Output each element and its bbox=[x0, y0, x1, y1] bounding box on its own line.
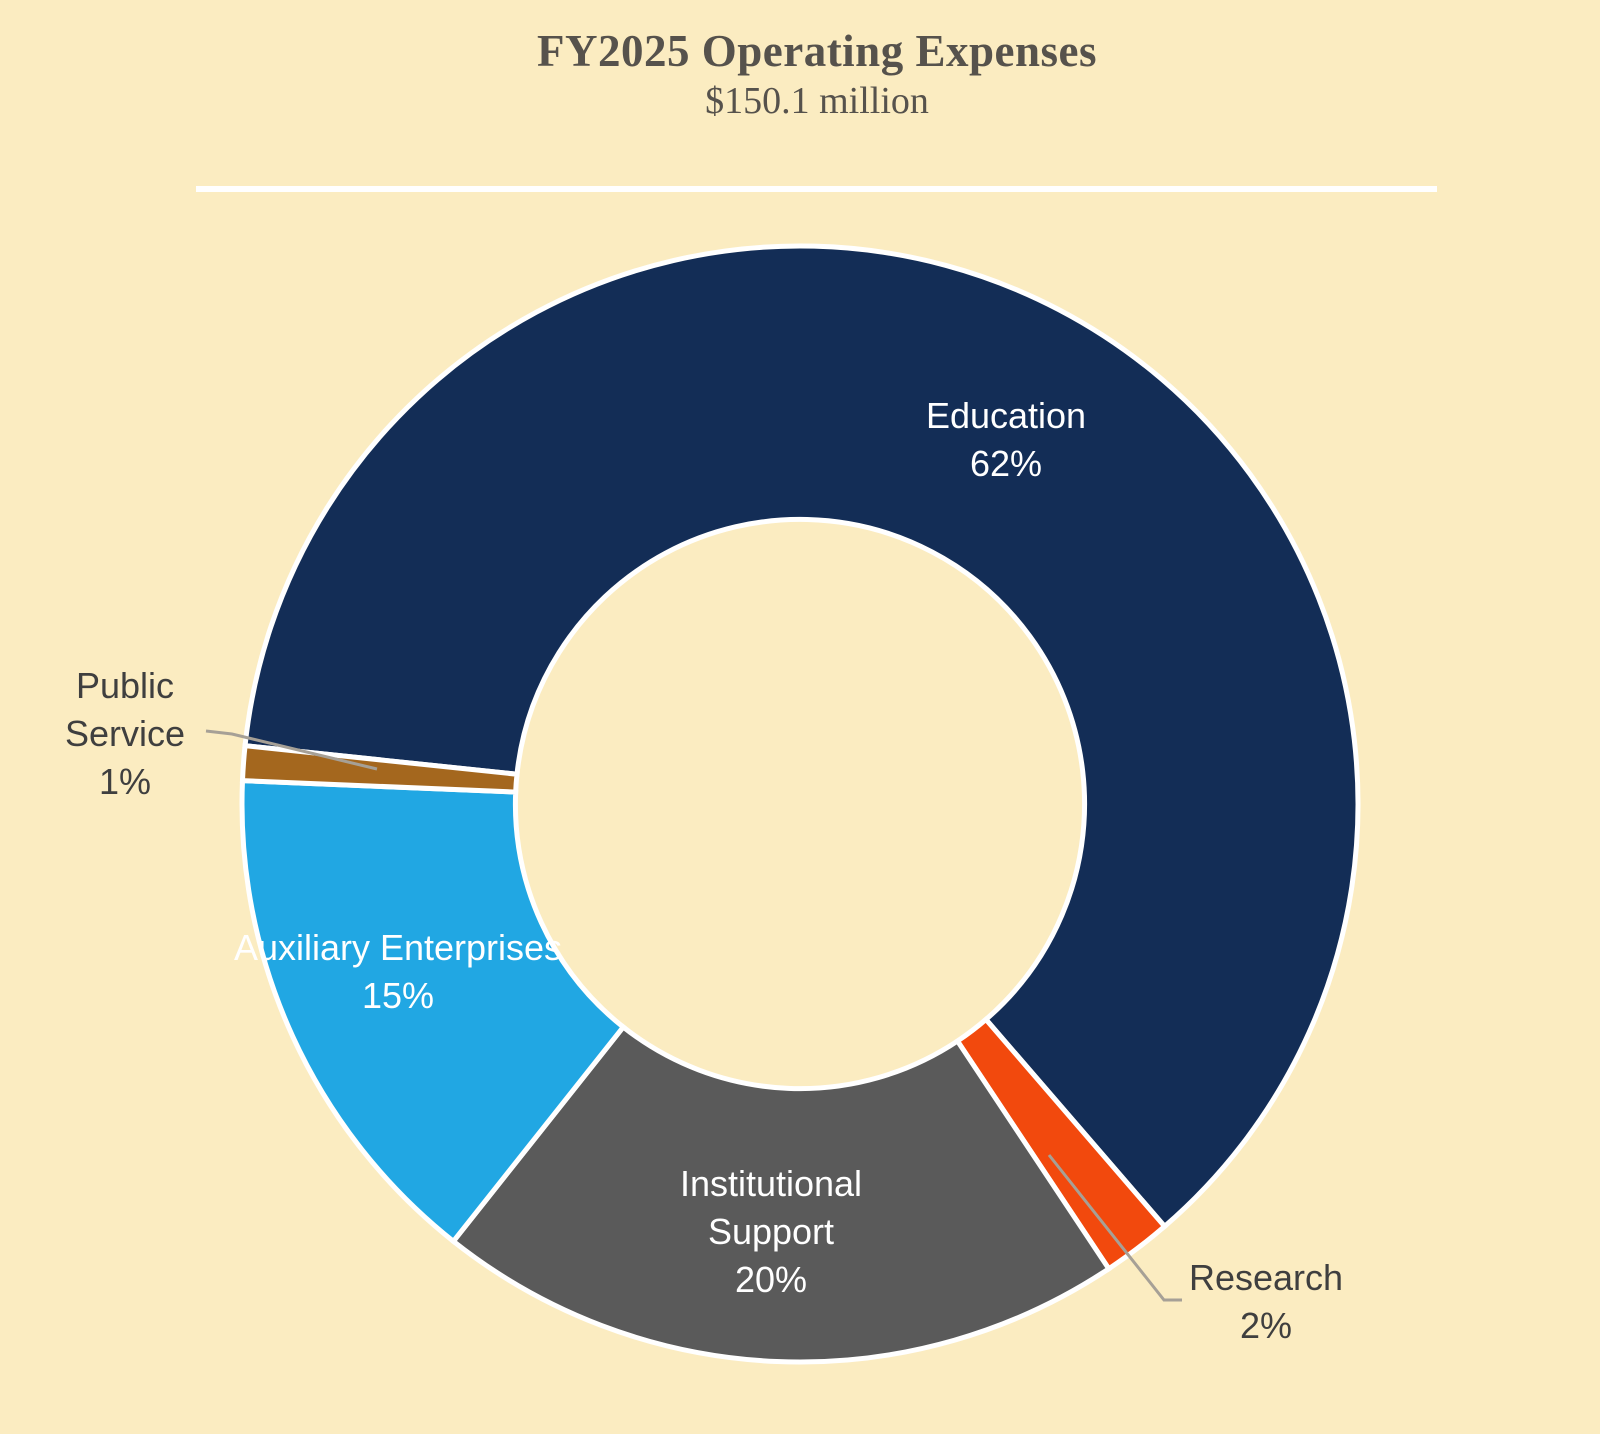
label-auxiliary-enterprises-name: Auxiliary Enterprises bbox=[233, 927, 563, 968]
research-leader-line bbox=[1047, 1154, 1182, 1302]
label-institutional-support-name: Institutional Support bbox=[679, 1163, 863, 1252]
label-institutional-support: Institutional Support 20% bbox=[621, 1160, 921, 1304]
label-auxiliary-enterprises-pct: 15% bbox=[361, 975, 435, 1016]
slice-public-service bbox=[239, 742, 520, 795]
label-public-service-name: Public Service bbox=[64, 665, 186, 754]
label-auxiliary-enterprises: Auxiliary Enterprises 15% bbox=[233, 924, 563, 1020]
label-education: Education 62% bbox=[846, 392, 1166, 488]
header-divider-line bbox=[196, 186, 1437, 192]
label-institutional-support-pct: 20% bbox=[734, 1259, 808, 1300]
chart-header: FY2025 Operating Expenses $150.1 million bbox=[17, 24, 1600, 124]
label-research-name: Research bbox=[1188, 1257, 1344, 1298]
chart-subtitle: $150.1 million bbox=[705, 80, 929, 122]
label-research: Research 2% bbox=[1136, 1254, 1396, 1350]
slice-institutional-support bbox=[449, 1023, 1113, 1365]
donut-slices bbox=[239, 243, 1361, 1365]
label-education-pct: 62% bbox=[969, 443, 1043, 484]
label-education-name: Education bbox=[925, 395, 1087, 436]
label-research-pct: 2% bbox=[1239, 1305, 1293, 1346]
label-public-service-pct: 1% bbox=[98, 761, 152, 802]
public-service-leader-line bbox=[205, 729, 378, 771]
slice-auxiliary-enterprises bbox=[239, 778, 627, 1245]
slice-education bbox=[242, 243, 1361, 1230]
chart-title: FY2025 Operating Expenses bbox=[536, 26, 1097, 76]
label-public-service: Public Service 1% bbox=[50, 662, 200, 806]
